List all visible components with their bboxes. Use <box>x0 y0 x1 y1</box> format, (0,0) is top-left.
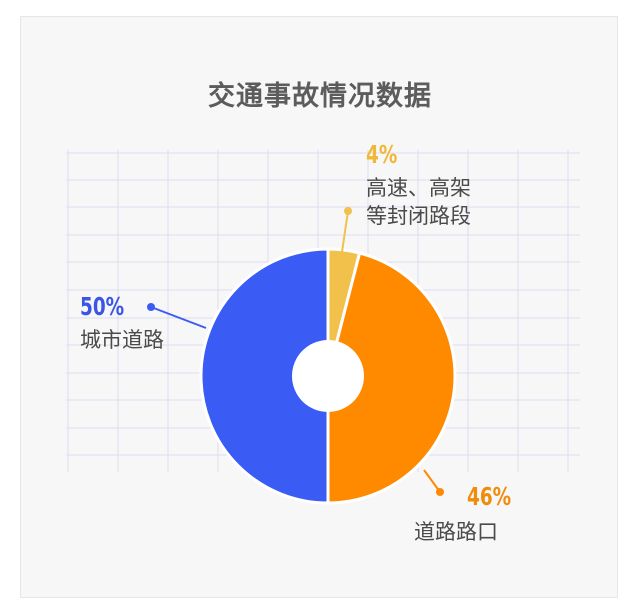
slice-percent-intersection: 46% <box>467 482 512 511</box>
slice-label-intersection: 道路路口 <box>414 520 498 544</box>
leader-intersection-dot <box>436 488 444 496</box>
slice-percent-city-road: 50% <box>80 292 125 321</box>
slice-percent-highway: 4% <box>366 140 398 169</box>
slice-label-city-road: 城市道路 <box>80 328 164 352</box>
slice-label-highway: 高速、高架 等封闭路段 <box>366 174 471 230</box>
donut-slices <box>199 247 457 505</box>
leader-lines <box>147 207 444 496</box>
leader-highway-dot <box>344 207 352 215</box>
leader-highway-line <box>341 210 349 253</box>
slice-label-highway-line-1: 高速、高架 <box>366 176 471 200</box>
leader-intersection-line <box>423 469 441 493</box>
slice-intersection <box>326 251 457 505</box>
slice-label-highway-line-2: 等封闭路段 <box>366 204 471 228</box>
donut-hole <box>292 340 364 412</box>
slice-city-road <box>199 247 330 505</box>
leader-city-road-line <box>150 306 207 329</box>
leader-city-road-dot <box>147 303 155 311</box>
chart-title: 交通事故情况数据 <box>208 81 432 112</box>
